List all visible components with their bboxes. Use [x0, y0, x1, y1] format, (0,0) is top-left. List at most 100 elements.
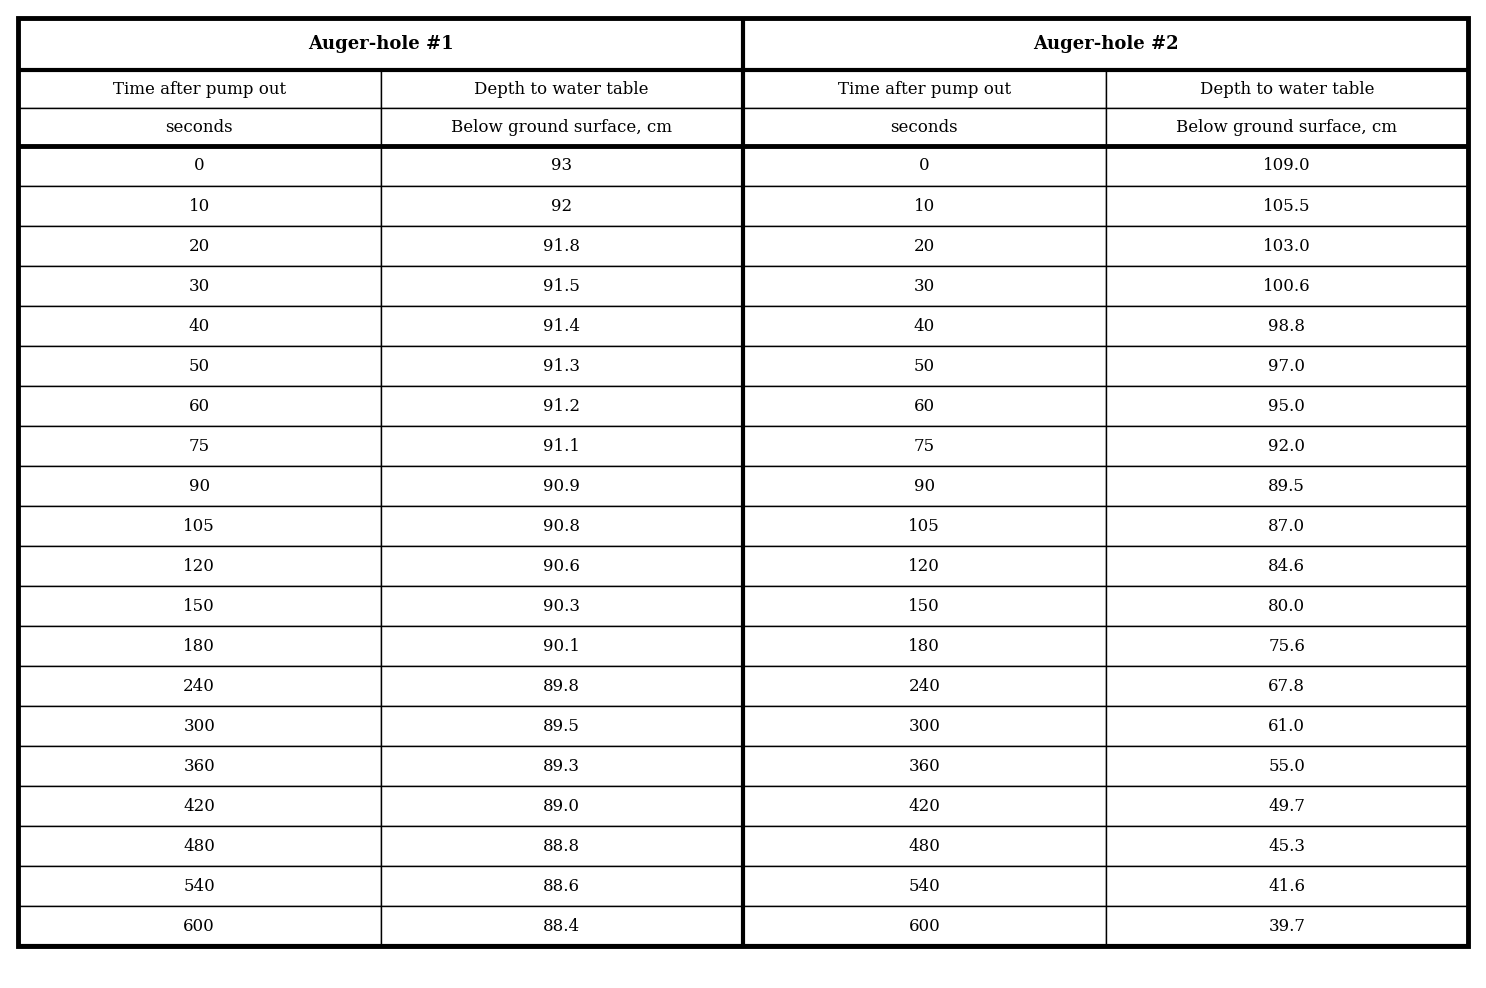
Text: 91.4: 91.4 [544, 317, 580, 335]
Bar [18, 108, 380, 146]
Bar [1106, 306, 1468, 346]
Text: seconds: seconds [890, 119, 958, 135]
Text: 89.8: 89.8 [544, 678, 580, 695]
Bar [743, 186, 1106, 226]
Text: 420: 420 [908, 797, 941, 814]
Text: 150: 150 [183, 598, 215, 615]
Bar [18, 70, 380, 108]
Bar [380, 666, 743, 706]
Text: 105.5: 105.5 [1263, 198, 1311, 214]
Text: 480: 480 [908, 838, 941, 855]
Bar [743, 826, 1106, 866]
Text: 300: 300 [908, 717, 941, 734]
Text: 80.0: 80.0 [1268, 598, 1305, 615]
Bar [18, 426, 380, 466]
Text: 90: 90 [189, 477, 210, 495]
Bar [743, 706, 1106, 746]
Text: 30: 30 [914, 278, 935, 294]
Bar [1106, 146, 1468, 186]
Bar [18, 586, 380, 626]
Bar [743, 546, 1106, 586]
Bar [18, 466, 380, 506]
Text: 10: 10 [914, 198, 935, 214]
Text: 92.0: 92.0 [1268, 438, 1305, 454]
Bar [743, 866, 1106, 906]
Text: 61.0: 61.0 [1268, 717, 1305, 734]
Text: 91.2: 91.2 [544, 397, 580, 415]
Text: Auger-hole #1: Auger-hole #1 [308, 35, 453, 53]
Text: 49.7: 49.7 [1268, 797, 1305, 814]
Text: 105: 105 [183, 518, 215, 535]
Text: 98.8: 98.8 [1268, 317, 1305, 335]
Bar [743, 70, 1106, 108]
Bar [743, 18, 1468, 70]
Bar [1106, 226, 1468, 266]
Bar [18, 506, 380, 546]
Text: 90.6: 90.6 [544, 557, 580, 574]
Bar [18, 146, 380, 186]
Text: 40: 40 [914, 317, 935, 335]
Bar [18, 826, 380, 866]
Bar [380, 866, 743, 906]
Bar [18, 666, 380, 706]
Bar [18, 266, 380, 306]
Bar [380, 626, 743, 666]
Text: 600: 600 [183, 918, 215, 935]
Bar [743, 666, 1106, 706]
Bar [743, 506, 1106, 546]
Bar [18, 18, 743, 70]
Text: 91.3: 91.3 [544, 358, 580, 374]
Bar [380, 108, 743, 146]
Bar [1106, 186, 1468, 226]
Text: 89.5: 89.5 [544, 717, 580, 734]
Text: 240: 240 [183, 678, 215, 695]
Bar [380, 386, 743, 426]
Bar [380, 546, 743, 586]
Bar [380, 466, 743, 506]
Text: 91.8: 91.8 [544, 237, 580, 255]
Bar [743, 266, 1106, 306]
Text: 120: 120 [183, 557, 215, 574]
Text: 75: 75 [914, 438, 935, 454]
Text: seconds: seconds [165, 119, 233, 135]
Bar [1106, 386, 1468, 426]
Text: 180: 180 [183, 637, 215, 654]
Bar [380, 186, 743, 226]
Text: Time after pump out: Time after pump out [113, 80, 285, 98]
Bar [1106, 626, 1468, 666]
Bar [1106, 108, 1468, 146]
Bar [380, 586, 743, 626]
Text: 50: 50 [189, 358, 210, 374]
Bar [743, 346, 1106, 386]
Text: 300: 300 [183, 717, 215, 734]
Bar [1106, 586, 1468, 626]
Text: Below ground surface, cm: Below ground surface, cm [1177, 119, 1397, 135]
Bar [1106, 546, 1468, 586]
Bar [1106, 506, 1468, 546]
Text: 50: 50 [914, 358, 935, 374]
Text: 150: 150 [908, 598, 941, 615]
Text: 40: 40 [189, 317, 210, 335]
Text: 93: 93 [551, 157, 572, 175]
Text: 0: 0 [918, 157, 930, 175]
Bar [1106, 666, 1468, 706]
Text: 240: 240 [908, 678, 941, 695]
Text: 90.9: 90.9 [544, 477, 580, 495]
Text: Below ground surface, cm: Below ground surface, cm [452, 119, 672, 135]
Bar [18, 346, 380, 386]
Text: 95.0: 95.0 [1269, 397, 1305, 415]
Bar [1106, 746, 1468, 786]
Text: 75.6: 75.6 [1269, 637, 1305, 654]
Bar [18, 706, 380, 746]
Bar [1106, 466, 1468, 506]
Text: 97.0: 97.0 [1268, 358, 1305, 374]
Text: 55.0: 55.0 [1269, 758, 1305, 775]
Bar [743, 906, 1106, 946]
Text: 41.6: 41.6 [1268, 877, 1305, 894]
Text: 0: 0 [195, 157, 205, 175]
Text: 75: 75 [189, 438, 210, 454]
Text: 39.7: 39.7 [1268, 918, 1305, 935]
Bar [743, 586, 1106, 626]
Bar [380, 906, 743, 946]
Bar [380, 706, 743, 746]
